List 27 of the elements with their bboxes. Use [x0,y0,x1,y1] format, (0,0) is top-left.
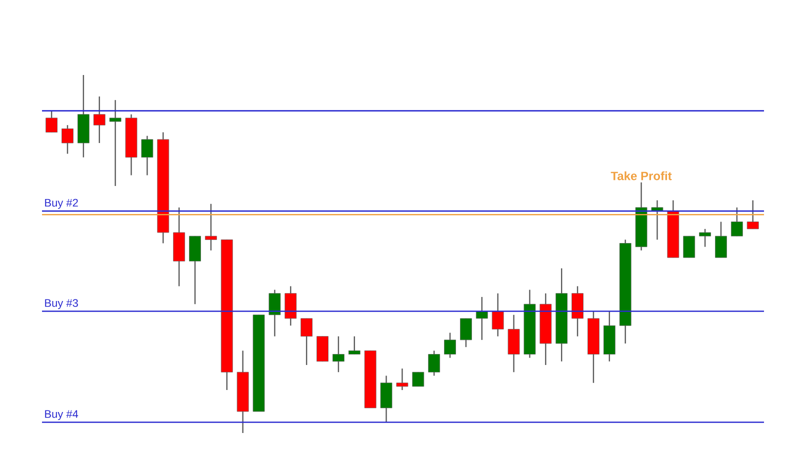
candlestick [348,336,360,355]
candlestick [412,372,424,388]
candlestick [651,200,664,240]
candlestick [300,318,313,366]
candlestick [460,318,472,348]
ref-line-label: Buy #2 [45,198,78,209]
candlestick [46,110,58,133]
candlestick [746,200,759,230]
ref-line-label: Buy #3 [45,299,78,310]
ref-line-label: Buy #4 [45,410,78,420]
candlestick [444,332,456,358]
candlestick [699,228,711,248]
candlestick [62,124,74,154]
candlestick [332,336,344,373]
candlestick [428,350,440,376]
candlestick [476,296,488,341]
candlestick [730,206,743,237]
candlestick [268,289,281,337]
candlestick [205,203,217,252]
ref-line-label: Take Profit [610,171,672,180]
candlestick [93,96,106,144]
candlestick [683,236,696,258]
candlestick [396,368,408,391]
candlestick [109,99,122,187]
candlestick [715,221,727,258]
candlestick [492,292,504,337]
candlestick [141,135,154,176]
